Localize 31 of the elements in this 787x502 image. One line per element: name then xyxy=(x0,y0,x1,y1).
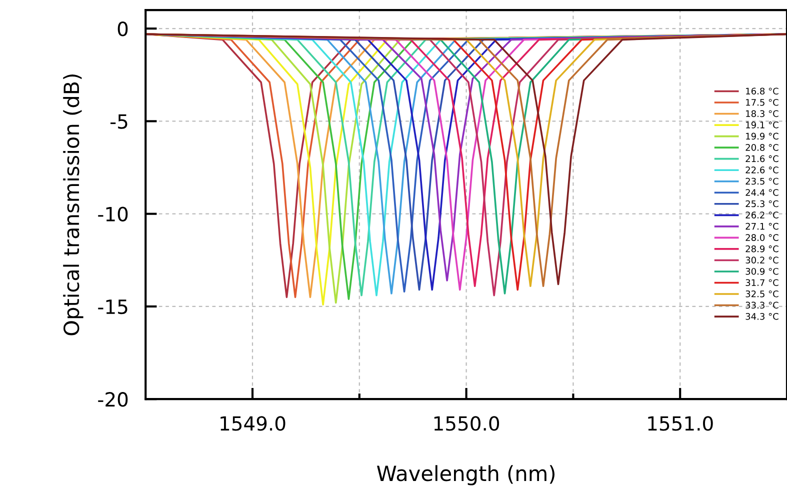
legend-label: 22.6 °C xyxy=(746,166,778,174)
legend-label: 17.5 °C xyxy=(746,98,778,106)
legend-label: 24.4 °C xyxy=(746,189,778,196)
y-tick-label: 0 xyxy=(118,22,128,36)
y-tick-label: -20 xyxy=(98,392,128,407)
x-tick-label: 1551.0 xyxy=(648,416,713,431)
legend-label: 20.8 °C xyxy=(746,144,778,151)
legend-label: 26.2 °C xyxy=(746,212,778,218)
legend-label: 32.5 °C xyxy=(746,290,778,298)
y-tick-label: -15 xyxy=(98,300,128,314)
legend-label: 25.3 °C xyxy=(746,200,778,208)
y-axis-title: Optical transmission (dB) xyxy=(63,74,84,336)
legend-label: 18.3 °C xyxy=(746,110,778,118)
legend-label: 28.0 °C xyxy=(746,234,778,241)
legend-label: 27.1 °C xyxy=(746,222,778,230)
legend-label: 16.8 °C xyxy=(746,88,778,95)
legend-label: 34.3 °C xyxy=(746,313,778,320)
legend-label: 33.3 °C xyxy=(746,302,778,309)
legend-label: 31.7 °C xyxy=(746,279,778,286)
legend-label: 21.6 °C xyxy=(746,155,778,162)
legend-label: 23.5 °C xyxy=(746,178,778,185)
legend-label: 28.9 °C xyxy=(746,245,778,252)
x-axis-title: Wavelength (nm) xyxy=(377,465,554,486)
legend-label: 19.9 °C xyxy=(746,132,778,140)
y-tick-label: -5 xyxy=(110,114,128,129)
legend-label: 30.9 °C xyxy=(746,268,778,275)
legend-label: 19.1 °C xyxy=(746,122,778,128)
legend-label: 30.2 °C xyxy=(746,256,778,264)
y-tick-label: -10 xyxy=(98,206,128,222)
x-tick-label: 1549.0 xyxy=(220,416,286,431)
x-tick-label: 1550.0 xyxy=(434,416,500,431)
